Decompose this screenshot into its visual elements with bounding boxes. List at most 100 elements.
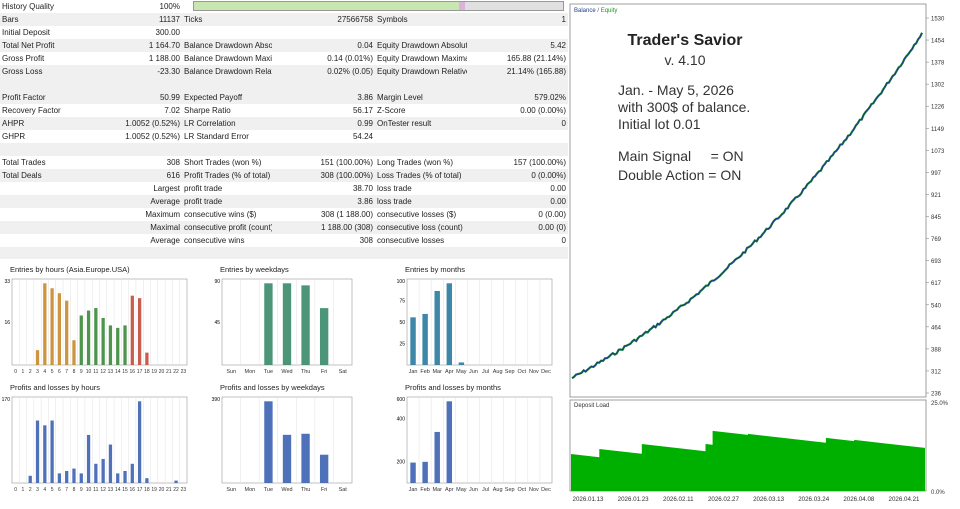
stats-cell [272, 143, 375, 156]
mini-chart-ymax: 100 [397, 279, 406, 285]
history-quality-label: History Quality [2, 2, 55, 11]
mini-chart-svg: Sun Mon Tue Wed Thu Fri Sat 90 45 [214, 278, 353, 375]
stats-cell [0, 78, 100, 91]
stats-row [0, 143, 568, 156]
stats-cell: 157 (100.00%) [513, 158, 566, 167]
stats-cell: 1 188.00 (308) [320, 223, 373, 232]
mini-chart-ytick: 200 [397, 460, 406, 466]
stat-rows: Bars 11137 Ticks 27566758 Symbols 1 Initial De… [0, 13, 568, 259]
legend-equity: Equity [601, 8, 618, 14]
mini-chart-bar [65, 470, 69, 483]
stats-cell: loss trade [377, 197, 412, 206]
balance-xtick-label: 2026.04.21 [889, 496, 921, 503]
mini-chart-xlabel: Fri [321, 487, 327, 493]
mini-chart-bar [130, 295, 134, 365]
mini-chart-xlabel: Nov [529, 487, 539, 493]
balance-ytick-label: 312 [931, 369, 942, 375]
stats-row: Recovery Factor 7.02 Sharpe Ratio 56.17 Z-Sc… [0, 104, 568, 117]
mini-chart-xlabel: 11 [93, 369, 98, 375]
mini-chart-xlabel: Wed [281, 369, 292, 375]
mini-chart-bar [35, 350, 40, 365]
mini-chart-xlabel: Sep [505, 487, 515, 493]
mini-chart-xlabel: Nov [529, 369, 539, 375]
stats-cell: Expected Payoff [184, 93, 243, 102]
stats-cell: 0 [561, 119, 566, 128]
stats-cell: OnTester result [377, 119, 432, 128]
stats-cell: -23.30 [157, 67, 180, 76]
mini-chart-bar [35, 420, 40, 483]
mini-chart-bar [43, 283, 47, 365]
mini-chart-xlabel: 0 [14, 369, 17, 375]
stats-cell: 27566758 [337, 15, 373, 24]
stats-cell: 308 [359, 236, 373, 245]
stats-cell [0, 182, 100, 195]
balance-xtick-label: 2026.01.13 [573, 496, 605, 503]
mini-chart-bar [137, 401, 142, 483]
balance-ytick-label: 464 [931, 325, 942, 331]
mini-chart-title: Profits and losses by hours [10, 383, 101, 392]
mini-chart-xlabel: Jun [469, 369, 478, 375]
mini-chart-xlabel: 3 [36, 369, 39, 375]
mini-chart-ymid: 16 [4, 320, 10, 326]
balance-ytick-label: 617 [931, 281, 942, 287]
mini-chart-ytick: 25 [399, 342, 405, 348]
mini-chart-xlabel: 22 [173, 487, 179, 493]
mini-chart-xlabel: Sun [226, 487, 236, 493]
deposit-load-label: Deposit Load [574, 403, 609, 409]
stats-row: Total Net Profit 1 164.70 Balance Drawdown… [0, 39, 568, 52]
stats-table: History Quality 100% Bars 11137 Ticks 27566… [0, 0, 568, 259]
mini-chart-bar [72, 468, 76, 483]
stats-cell: 5.42 [550, 41, 566, 50]
balance-ytick-label: 388 [931, 347, 942, 353]
legend-balance: Balance [574, 8, 596, 14]
mini-chart-xlabel: 19 [151, 487, 157, 493]
mini-chart-xlabel: 15 [122, 369, 128, 375]
mini-chart-xlabel: Oct [518, 487, 527, 493]
stats-cell: Symbols [377, 15, 408, 24]
mini-chart-xlabel: Fri [321, 369, 327, 375]
mini-chart-bar [446, 401, 453, 483]
mini-chart-xlabel: Mar [432, 487, 442, 493]
stats-cell: consecutive losses [377, 236, 445, 245]
stats-cell [272, 78, 375, 91]
overlay-version: v. 4.10 [664, 52, 706, 68]
mini-chart-bar [145, 352, 149, 365]
stats-row: Average consecutive wins 308 consecutive lo… [0, 234, 568, 247]
mini-chart-xlabel: Mon [245, 487, 256, 493]
stats-cell: 0.00 (0) [538, 223, 566, 232]
balance-xtick-label: 2026.02.11 [663, 496, 694, 503]
mini-chart-bar [410, 317, 416, 365]
stats-cell: Equity Drawdown Relative [377, 67, 467, 76]
stats-cell [0, 195, 100, 208]
stats-cell: profit trade [184, 197, 223, 206]
stats-cell: Maximum [145, 210, 180, 219]
stats-cell: Equity Drawdown Absolute [377, 41, 467, 50]
legend-sep: / [596, 8, 601, 14]
stats-cell: 165.88 (21.14%) [506, 54, 566, 63]
stats-cell [467, 130, 568, 143]
mini-chart-xlabel: Sat [339, 369, 348, 375]
stats-cell [182, 26, 272, 39]
mini-chart-bar [108, 444, 113, 483]
mini-chart-bar [79, 473, 83, 483]
mini-chart-bar [301, 433, 310, 483]
mini-chart-title: Profits and losses by weekdays [220, 383, 325, 392]
stats-cell: 21.14% (165.88) [506, 67, 566, 76]
mini-chart-xlabel: 13 [108, 369, 114, 375]
mini-chart-bar [301, 285, 310, 365]
mini-chart-bar [264, 401, 273, 483]
mini-chart-title: Entries by hours (Asia.Europe.USA) [10, 265, 130, 274]
stats-row: Bars 11137 Ticks 27566758 Symbols 1 [0, 13, 568, 26]
mini-chart-ymid: 50 [399, 320, 405, 326]
strategy-overlay: Trader's Savior v. 4.10 Jan. - May 5, 20… [610, 32, 810, 185]
mini-chart-xlabel: Sun [226, 369, 236, 375]
stats-row: Initial Deposit 300.00 [0, 26, 568, 39]
balance-ytick-label: 1530 [931, 17, 945, 23]
mini-chart-bar [57, 293, 62, 365]
stats-cell: Loss Trades (% of total) [377, 171, 462, 180]
mini-chart-bar [86, 310, 91, 365]
mini-chart-xlabel: Jan [409, 487, 418, 493]
stats-cell: 0 [561, 236, 566, 245]
mini-chart-xlabel: Sat [339, 487, 348, 493]
stats-cell: 50.99 [159, 93, 180, 102]
